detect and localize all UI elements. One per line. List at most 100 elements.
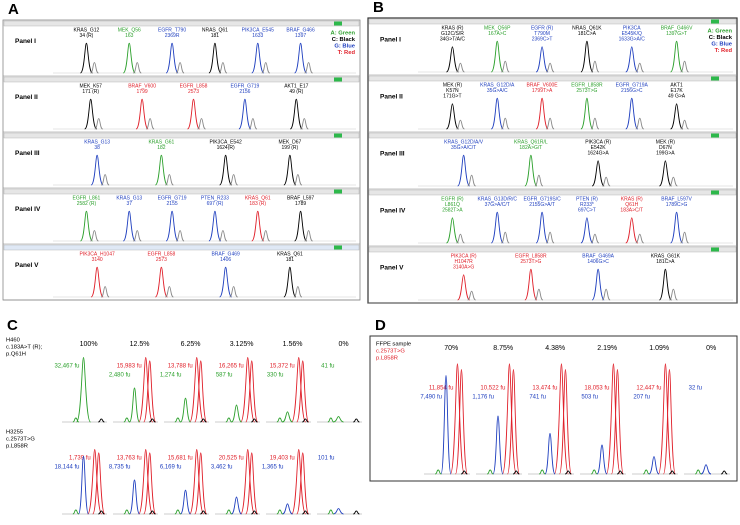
peak [304,62,313,74]
peak-label: E542K [591,145,607,151]
peak-label: E17K [670,88,683,94]
peak [122,42,136,74]
peak-label: 49 (R) [289,89,303,95]
peak [461,470,468,475]
legend-entry: G: Blue [334,44,355,50]
legend-entry: C: Black [332,37,356,43]
peak-label: PIK3CA_E542 [210,139,242,145]
peak [208,42,222,74]
peak [240,448,256,515]
peak [648,456,660,475]
peak [174,509,181,515]
peak-label: BRAF_G469A [582,253,614,259]
peak-label: AKT1_E17 [284,83,308,89]
peak-label: 163 [125,33,134,39]
peak-label: 3140A>G [453,265,474,271]
peak [658,160,672,187]
peak-label: EGFR_L861 [73,195,101,201]
peak [189,356,205,423]
peak [276,509,283,515]
peak [261,230,270,242]
fu-label: 1,365 fu [262,465,284,471]
sample-title: c.2573T>G [376,349,405,355]
peak [87,448,103,515]
peak [617,470,624,475]
peak [590,117,600,130]
peak [455,369,468,475]
peak-label: 2369R [165,33,180,39]
peak-label: 1633 [252,33,263,39]
peak [208,210,222,242]
panel-letter: A [8,1,19,18]
peak [456,233,465,244]
peak [165,42,179,74]
peak-label: EGFR_G719 [158,195,187,201]
trace-header [368,189,737,196]
peak [189,448,205,515]
fu-label: 18,144 fu [54,465,79,471]
peak [492,415,504,475]
trace-header [3,244,360,251]
peak-label: K57N [446,88,459,94]
peak [502,363,517,475]
peak [291,356,307,423]
peak [175,62,185,74]
peak-label: MEK_K57 [79,83,102,89]
peak [450,363,465,475]
peak-label: 2156 [239,89,250,95]
peak [129,479,140,515]
peak-label: 34 (R) [79,33,93,39]
column-header: 0% [706,345,716,352]
row-name: Panel IV [380,207,406,214]
peak-label: 1799 [137,89,148,95]
peak [90,230,99,242]
fu-label: 13,474 fu [532,386,557,392]
peak [596,444,608,475]
trace-marker [334,133,342,138]
peak [534,174,544,187]
peak-label: 37G>A/C/T [485,202,510,208]
panel-letter: B [373,0,384,16]
sample-title: H460 [6,338,20,344]
peak-label: BRAF_L597 [287,195,314,201]
peak [535,97,549,130]
peak [467,174,476,187]
peak-label: KRAS_Q61 [277,251,303,257]
trace-header [3,20,360,27]
peak-label: EGFR (R) [531,25,554,31]
fu-label: 32,467 fu [54,364,79,370]
peak [92,452,106,515]
peak-label: 2573 [188,89,199,95]
peak-label: 2582 (R) [77,201,97,207]
peak [231,496,242,515]
peak-label: 1624G>A [587,151,609,157]
fu-label: 2,480 fu [109,373,131,379]
peak [625,97,639,130]
fu-label: 18,053 fu [584,386,609,392]
peak-label: 35G>A/C/T [451,145,476,151]
peak [457,154,471,187]
peak [180,489,191,515]
peak-label: BRAF_G466 [286,27,315,33]
peak-label: PIK3CA [623,25,641,31]
peak [180,397,191,423]
peak [591,469,598,475]
peak [293,174,303,186]
peak-label: KRAS_G61K [651,253,681,259]
peak-label: EGFR_L858R [571,82,603,88]
trace-header [368,75,737,82]
peak-label: 1789 [295,201,306,207]
peak [507,369,520,475]
peak [229,174,238,186]
peak-label: KRAS (R) [441,25,463,31]
peak-label: MEK (R) [656,139,676,145]
peak [591,160,605,187]
fu-label: 41 fu [321,364,334,370]
row-name: Panel I [380,36,401,43]
peak [238,98,252,130]
peak-label: PTEN_R233 [201,195,229,201]
peak-label: NRAS_Q61 [202,27,228,33]
trace-header [368,18,737,25]
peak-label: MEK (R) [443,82,463,88]
peak [487,469,494,475]
